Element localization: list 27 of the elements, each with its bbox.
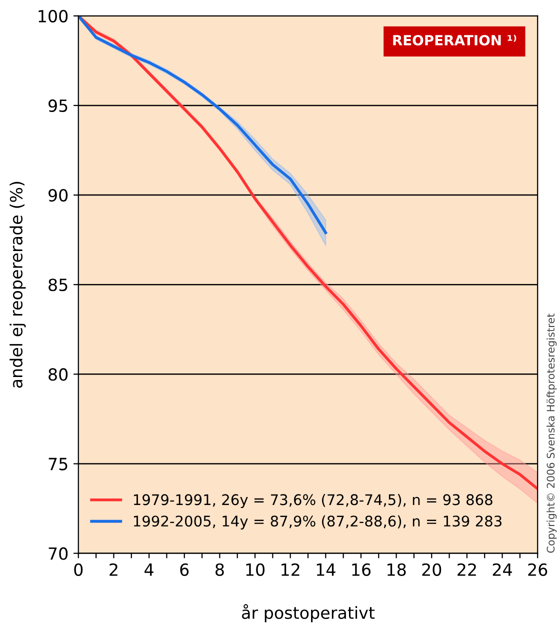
x-tick-label: 2: [110, 563, 118, 576]
x-tick-label: 14: [316, 564, 336, 576]
x-tick-label: 0: [74, 563, 83, 576]
y-tick-label: 100: [38, 10, 68, 22]
x-tick-label: 24: [492, 563, 512, 576]
x-tick-label: 26: [528, 563, 548, 576]
x-tick-label: 10: [246, 563, 265, 576]
x-tick-label: 20: [422, 563, 442, 576]
x-tick-label: 12: [282, 563, 300, 576]
y-tick-label: 75: [48, 458, 68, 470]
y-tick-label: 95: [48, 99, 68, 112]
x-tick-label: 18: [388, 563, 406, 576]
x-tick-label: 8: [216, 563, 224, 576]
legend-label: 1979-1991, 26y = 73,6% (72,8-74,5), n = 93 868: [134, 494, 492, 508]
y-axis-title: andel ej reopererade (%): [10, 182, 26, 388]
y-tick-label: 70: [48, 547, 68, 560]
x-tick-label: 22: [458, 563, 476, 576]
text: REOPERATION ¹⁾: [393, 34, 516, 46]
y-tick-label: 90: [48, 189, 68, 202]
x-tick-label: 6: [180, 563, 189, 576]
text: Copyright© 2006 Svenska Höftprotesregistret: [546, 314, 557, 553]
y-tick-label: 80: [48, 368, 68, 381]
y-tick-label: 85: [48, 278, 68, 292]
x-tick-label: 4: [144, 564, 154, 576]
x-tick-label: 16: [352, 563, 371, 576]
legend-label: 1992-2005, 14y = 87,9% (87,2-88,6), n = 139 283: [134, 515, 502, 530]
x-axis-title: år postoperativt: [242, 604, 375, 622]
